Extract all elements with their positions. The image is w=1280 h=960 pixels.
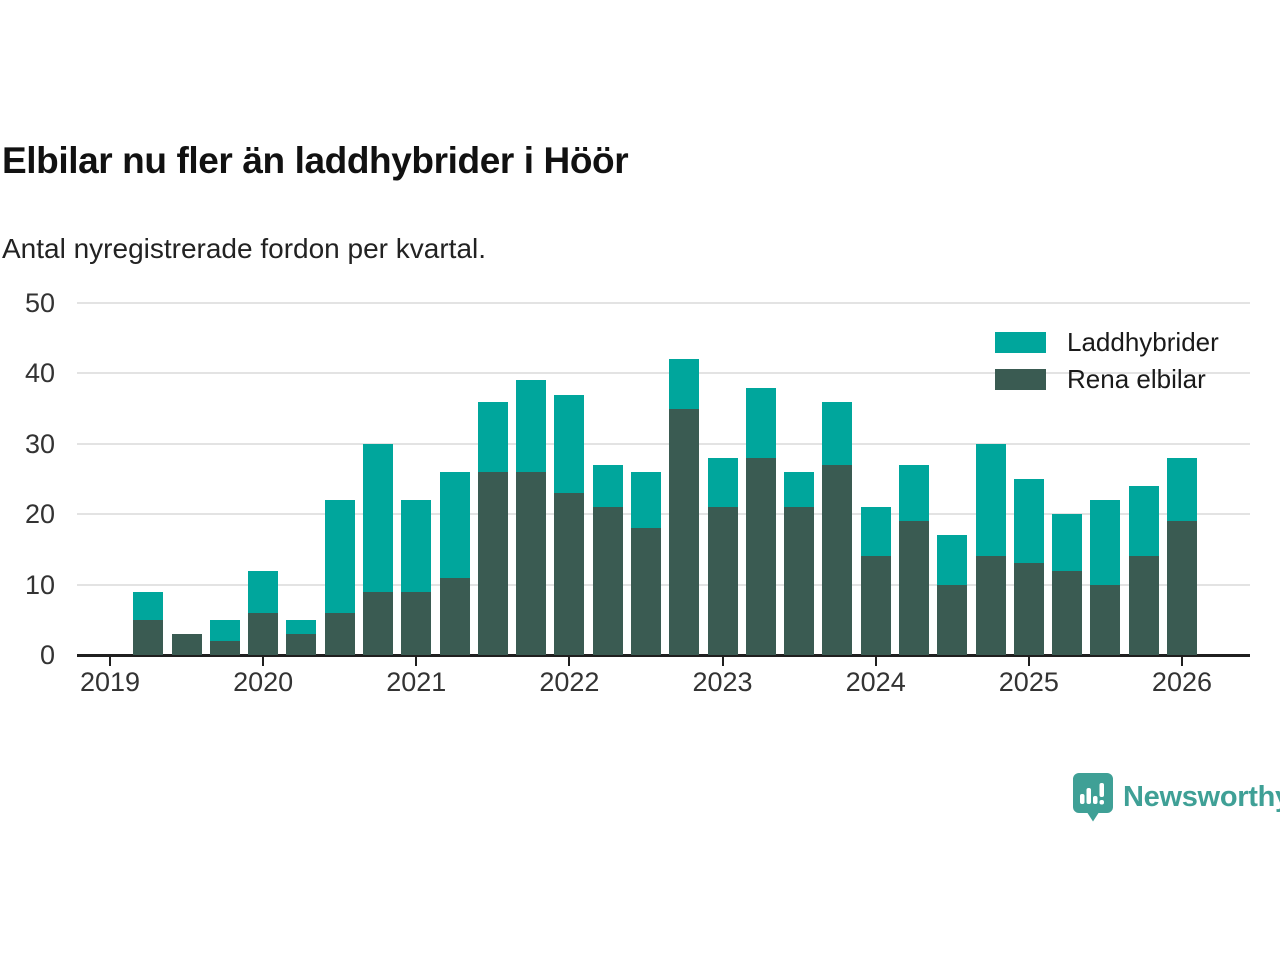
y-axis-label: 30 bbox=[24, 428, 55, 459]
bar-segment-laddhybrider bbox=[898, 464, 929, 522]
gridline bbox=[77, 583, 1250, 586]
bar-segment-laddhybrider bbox=[822, 401, 853, 465]
legend-label: Rena elbilar bbox=[1067, 364, 1206, 394]
gridline bbox=[77, 372, 1250, 375]
bar-segment-rena-elbilar bbox=[1013, 563, 1044, 655]
bar-segment-rena-elbilar bbox=[669, 408, 700, 655]
x-axis-tick bbox=[1180, 657, 1183, 666]
y-axis-label: 40 bbox=[24, 358, 55, 389]
x-axis-tick bbox=[568, 657, 571, 666]
legend: Laddhybrider Rena elbilar bbox=[995, 324, 1219, 398]
bar-segment-laddhybrider bbox=[669, 359, 700, 409]
y-axis-label: 0 bbox=[39, 640, 55, 670]
bar-segment-rena-elbilar bbox=[516, 471, 547, 655]
x-axis-label: 2026 bbox=[1151, 667, 1212, 697]
bar-segment-rena-elbilar bbox=[937, 584, 968, 655]
bar-segment-laddhybrider bbox=[477, 401, 508, 472]
bar-segment-rena-elbilar bbox=[133, 619, 164, 655]
bar-segment-rena-elbilar bbox=[745, 457, 776, 655]
x-axis-tick bbox=[1027, 657, 1030, 666]
bar-segment-rena-elbilar bbox=[171, 633, 202, 655]
bar-segment-laddhybrider bbox=[592, 464, 623, 508]
bar-segment-rena-elbilar bbox=[286, 633, 317, 655]
bar-segment-rena-elbilar bbox=[630, 528, 661, 655]
plot-area: Laddhybrider Rena elbilar 0 10 20 30 40 50 201… bbox=[25, 288, 1250, 697]
bar-segment-rena-elbilar bbox=[898, 521, 929, 655]
bar-segment-laddhybrider bbox=[324, 500, 355, 613]
legend-item: Rena elbilar bbox=[995, 361, 1219, 398]
x-axis-tick bbox=[262, 657, 265, 666]
gridline bbox=[77, 442, 1250, 445]
bar-segment-rena-elbilar bbox=[401, 591, 432, 655]
x-axis-tick bbox=[109, 657, 111, 666]
bar-segment-rena-elbilar bbox=[860, 556, 891, 655]
bar-segment-laddhybrider bbox=[439, 471, 470, 578]
bar-segment-rena-elbilar bbox=[592, 507, 623, 655]
gridline bbox=[77, 302, 1250, 304]
x-axis-label: 2023 bbox=[692, 667, 753, 697]
bar-segment-laddhybrider bbox=[1166, 457, 1197, 522]
bar-segment-laddhybrider bbox=[362, 443, 393, 592]
x-axis-tick bbox=[721, 657, 724, 666]
newsworthy-logo: Newsworthy bbox=[1072, 772, 1280, 823]
y-axis-label: 20 bbox=[24, 499, 55, 530]
bar-segment-rena-elbilar bbox=[1166, 521, 1197, 655]
page-title: Elbilar nu fler än laddhybrider i Höör bbox=[2, 140, 629, 181]
bar-segment-laddhybrider bbox=[630, 471, 661, 529]
bar-segment-rena-elbilar bbox=[784, 507, 815, 655]
legend-label: Laddhybrider bbox=[1067, 327, 1219, 357]
x-axis-label: 2019 bbox=[79, 667, 141, 697]
legend-item: Laddhybrider bbox=[995, 324, 1219, 361]
bar-segment-rena-elbilar bbox=[439, 577, 470, 655]
x-axis-label: 2022 bbox=[539, 667, 600, 697]
brand-name: Newsworthy bbox=[1123, 781, 1280, 813]
bar-segment-laddhybrider bbox=[516, 380, 547, 472]
bar-segment-laddhybrider bbox=[1013, 479, 1044, 564]
x-axis-label: 2021 bbox=[386, 667, 447, 697]
bar-segment-laddhybrider bbox=[286, 619, 317, 634]
bar-segment-laddhybrider bbox=[1090, 500, 1121, 585]
bar-segment-laddhybrider bbox=[1052, 514, 1083, 571]
gridline bbox=[77, 513, 1250, 516]
legend-swatch-rena-elbilar bbox=[995, 369, 1046, 390]
bar-segment-rena-elbilar bbox=[707, 507, 738, 655]
bar-segment-laddhybrider bbox=[707, 457, 738, 508]
bar-segment-rena-elbilar bbox=[1052, 570, 1083, 655]
bar-segment-laddhybrider bbox=[745, 387, 776, 458]
bar-segment-rena-elbilar bbox=[477, 471, 508, 655]
y-axis-label: 10 bbox=[24, 569, 55, 600]
x-axis-tick bbox=[874, 657, 877, 666]
bar-segment-laddhybrider bbox=[554, 394, 585, 494]
bar-segment-laddhybrider bbox=[1128, 486, 1159, 557]
bar-segment-laddhybrider bbox=[975, 443, 1006, 557]
bar-segment-rena-elbilar bbox=[1128, 556, 1159, 655]
x-axis-label: 2020 bbox=[233, 667, 294, 697]
bar-segment-rena-elbilar bbox=[324, 612, 355, 655]
bar-segment-rena-elbilar bbox=[554, 493, 585, 655]
bar-segment-rena-elbilar bbox=[1090, 584, 1121, 655]
bar-segment-rena-elbilar bbox=[248, 612, 279, 655]
bar-segment-laddhybrider bbox=[209, 619, 240, 641]
bar-segment-laddhybrider bbox=[860, 507, 891, 557]
bar-segment-laddhybrider bbox=[937, 535, 968, 585]
bar-segment-laddhybrider bbox=[401, 500, 432, 592]
page-subtitle: Antal nyregistrerade fordon per kvartal. bbox=[2, 233, 487, 264]
bar-segment-rena-elbilar bbox=[362, 591, 393, 655]
bar-segment-rena-elbilar bbox=[975, 556, 1006, 655]
bar-segment-laddhybrider bbox=[248, 570, 279, 613]
bar-segment-rena-elbilar bbox=[822, 464, 853, 655]
legend-swatch-laddhybrider bbox=[995, 332, 1046, 353]
newsworthy-bubble-chart-icon bbox=[1072, 772, 1114, 823]
bar-segment-laddhybrider bbox=[784, 471, 815, 508]
x-axis-line bbox=[77, 654, 1250, 657]
y-axis-label: 50 bbox=[24, 288, 55, 318]
bar-segment-laddhybrider bbox=[133, 591, 164, 620]
bar-segment-rena-elbilar bbox=[209, 640, 240, 655]
x-axis-tick bbox=[415, 657, 418, 666]
x-axis-label: 2024 bbox=[845, 667, 906, 697]
x-axis-label: 2025 bbox=[998, 667, 1059, 697]
